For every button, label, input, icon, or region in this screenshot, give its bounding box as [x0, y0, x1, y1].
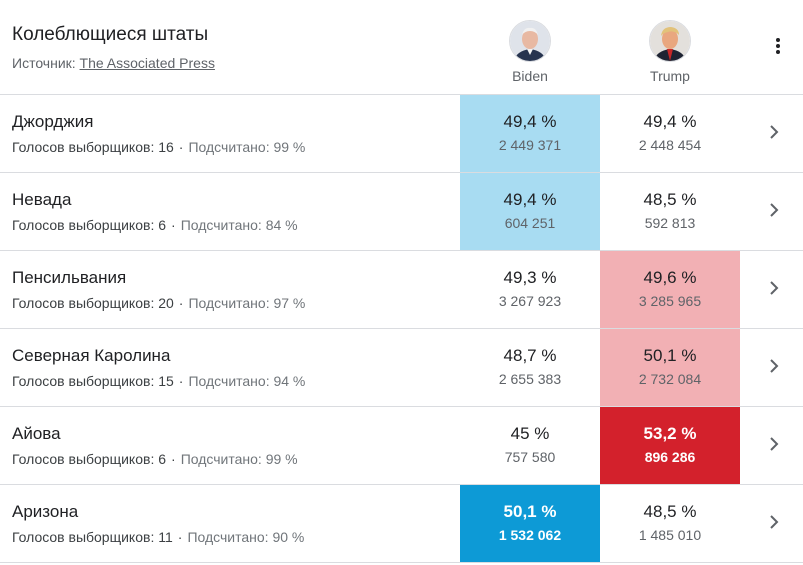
electoral-votes: Голосов выборщиков: 6: [12, 451, 167, 467]
separator-dot: ·: [178, 373, 184, 389]
state-meta: Голосов выборщиков: 15 · Подсчитано: 94 %: [12, 373, 305, 389]
state-row[interactable]: Невада Голосов выборщиков: 6 · Подсчитано:…: [0, 173, 803, 251]
trump-result: 50,1 % 2 732 084: [600, 329, 740, 406]
trump-votes: 3 285 965: [638, 293, 702, 309]
trump-percent: 48,5 %: [643, 502, 697, 521]
more-options-icon[interactable]: [770, 36, 786, 60]
state-meta: Голосов выборщиков: 16 · Подсчитано: 99 %: [12, 139, 305, 155]
state-row[interactable]: Аризона Голосов выборщиков: 11 · Подсчитан…: [0, 485, 803, 563]
state-name: Пенсильвания: [12, 268, 127, 287]
biden-percent: 45 %: [510, 424, 550, 443]
trump-result: 53,2 % 896 286: [600, 407, 740, 484]
trump-votes: 1 485 010: [638, 527, 702, 543]
state-name: Невада: [12, 190, 72, 209]
biden-result: 50,1 % 1 532 062: [460, 485, 600, 562]
counted-percent: Подсчитано: 90 %: [187, 529, 305, 545]
state-name: Джорджия: [12, 112, 94, 131]
counted-percent: Подсчитано: 97 %: [188, 295, 306, 311]
electoral-votes: Голосов выборщиков: 16: [12, 139, 174, 155]
biden-result: 49,4 % 604 251: [460, 173, 600, 250]
state-name: Айова: [12, 424, 61, 443]
results-header: Колеблющиеся штаты Источник: The Associa…: [0, 0, 803, 95]
trump-percent: 53,2 %: [643, 424, 697, 443]
trump-result: 48,5 % 592 813: [600, 173, 740, 250]
biden-percent: 49,4 %: [503, 112, 557, 131]
trump-votes: 592 813: [644, 215, 696, 231]
electoral-votes: Голосов выборщиков: 11: [12, 529, 173, 545]
state-meta: Голосов выборщиков: 11 · Подсчитано: 90 %: [12, 529, 304, 545]
source-link[interactable]: The Associated Press: [79, 55, 215, 71]
separator-dot: ·: [177, 529, 183, 545]
biden-votes: 2 449 371: [498, 137, 562, 153]
electoral-votes: Голосов выборщиков: 20: [12, 295, 174, 311]
chevron-right-icon[interactable]: [764, 278, 784, 298]
chevron-right-icon[interactable]: [764, 356, 784, 376]
trump-result: 49,4 % 2 448 454: [600, 95, 740, 172]
biden-percent: 50,1 %: [503, 502, 557, 521]
counted-percent: Подсчитано: 84 %: [180, 217, 298, 233]
separator-dot: ·: [178, 139, 184, 155]
counted-percent: Подсчитано: 99 %: [188, 139, 306, 155]
source-line: Источник: The Associated Press: [12, 55, 215, 71]
candidate-name-biden: Biden: [512, 68, 548, 84]
electoral-votes: Голосов выборщиков: 15: [12, 373, 174, 389]
biden-percent: 48,7 %: [503, 346, 557, 365]
biden-votes: 604 251: [504, 215, 556, 231]
state-row[interactable]: Джорджия Голосов выборщиков: 16 · Подсчита…: [0, 95, 803, 173]
trump-result: 49,6 % 3 285 965: [600, 251, 740, 328]
state-meta: Голосов выборщиков: 6 · Подсчитано: 99 %: [12, 451, 298, 467]
biden-votes: 3 267 923: [498, 293, 562, 309]
chevron-right-icon[interactable]: [764, 434, 784, 454]
biden-percent: 49,4 %: [503, 190, 557, 209]
trump-votes: 2 732 084: [638, 371, 702, 387]
state-row[interactable]: Северная Каролина Голосов выборщиков: 15…: [0, 329, 803, 407]
trump-avatar: [649, 20, 691, 62]
biden-result: 49,3 % 3 267 923: [460, 251, 600, 328]
biden-votes: 757 580: [504, 449, 556, 465]
biden-votes: 2 655 383: [498, 371, 562, 387]
state-row[interactable]: Айова Голосов выборщиков: 6 · Подсчитано: …: [0, 407, 803, 485]
trump-votes: 896 286: [644, 449, 696, 465]
trump-votes: 2 448 454: [638, 137, 702, 153]
separator-dot: ·: [171, 451, 176, 467]
separator-dot: ·: [178, 295, 184, 311]
state-meta: Голосов выборщиков: 6 · Подсчитано: 84 %: [12, 217, 298, 233]
counted-percent: Подсчитано: 94 %: [188, 373, 306, 389]
electoral-votes: Голосов выборщиков: 6: [12, 217, 167, 233]
chevron-right-icon[interactable]: [764, 512, 784, 532]
trump-percent: 49,6 %: [643, 268, 697, 287]
biden-avatar: [509, 20, 551, 62]
chevron-right-icon[interactable]: [764, 122, 784, 142]
biden-result: 45 % 757 580: [460, 407, 600, 484]
counted-percent: Подсчитано: 99 %: [180, 451, 298, 467]
source-prefix: Источник:: [12, 55, 76, 71]
chevron-right-icon[interactable]: [764, 200, 784, 220]
state-meta: Голосов выборщиков: 20 · Подсчитано: 97 %: [12, 295, 305, 311]
state-name: Аризона: [12, 502, 79, 521]
biden-votes: 1 532 062: [498, 527, 562, 543]
page-title: Колеблющиеся штаты: [12, 24, 209, 45]
trump-percent: 50,1 %: [643, 346, 697, 365]
biden-percent: 49,3 %: [503, 268, 557, 287]
separator-dot: ·: [171, 217, 176, 233]
candidate-name-trump: Trump: [650, 68, 690, 84]
state-name: Северная Каролина: [12, 346, 171, 365]
biden-result: 48,7 % 2 655 383: [460, 329, 600, 406]
candidate-biden: Biden: [490, 20, 570, 84]
trump-percent: 48,5 %: [643, 190, 697, 209]
trump-percent: 49,4 %: [643, 112, 697, 131]
state-row[interactable]: Пенсильвания Голосов выборщиков: 20 · Подс…: [0, 251, 803, 329]
trump-result: 48,5 % 1 485 010: [600, 485, 740, 562]
candidate-trump: Trump: [630, 20, 710, 84]
biden-result: 49,4 % 2 449 371: [460, 95, 600, 172]
